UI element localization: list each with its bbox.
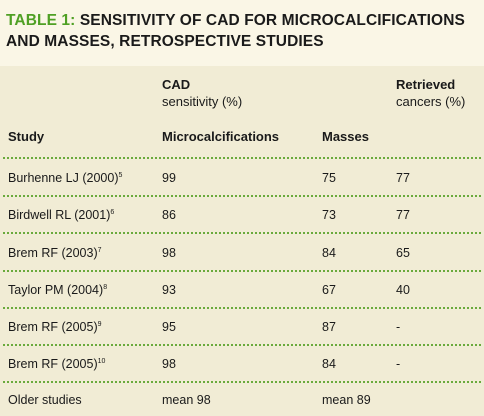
row-divider — [3, 344, 481, 346]
row-divider — [3, 232, 481, 234]
table-row-masses: 84 — [322, 357, 336, 371]
table-row-study: Brem RF (2005)9 — [8, 320, 102, 334]
table-row-masses: 84 — [322, 246, 336, 260]
table-label: TABLE 1: — [6, 12, 76, 29]
column-header-masses: Masses — [322, 129, 369, 144]
title-line-1: SENSITIVITY OF CAD FOR MICROCALCIFICATIO… — [79, 12, 465, 29]
table-body-band — [0, 66, 484, 416]
row-divider — [3, 270, 481, 272]
table-row-masses: 73 — [322, 208, 336, 222]
table-row-micro: 93 — [162, 283, 176, 297]
table-row-micro: 86 — [162, 208, 176, 222]
table-row-study: Brem RF (2003)7 — [8, 246, 102, 260]
table-row-masses: mean 89 — [322, 393, 371, 407]
table-row-masses: 67 — [322, 283, 336, 297]
table-row-study: Birdwell RL (2001)6 — [8, 208, 115, 222]
row-divider — [3, 195, 481, 197]
table-row-masses: 87 — [322, 320, 336, 334]
row-divider — [3, 381, 481, 383]
table-row-micro: 99 — [162, 171, 176, 185]
table-row-study: Brem RF (2005)10 — [8, 357, 106, 371]
retrieved-cancers-header: Retrieved cancers (%) — [396, 77, 466, 109]
table-row-study: Older studies — [8, 393, 82, 407]
cad-sensitivity-header: CAD sensitivity (%) — [162, 77, 243, 109]
table-row-retrieved: 77 — [396, 171, 410, 185]
table-row-retrieved: - — [396, 320, 401, 334]
table-row-retrieved: 40 — [396, 283, 410, 297]
table-row-retrieved: 65 — [396, 246, 410, 260]
column-header-microcalcifications: Microcalcifications — [162, 129, 280, 144]
table-row-micro: 98 — [162, 246, 176, 260]
row-divider — [3, 157, 481, 159]
table-title: TABLE 1: SENSITIVITY OF CAD FOR MICROCAL… — [6, 10, 476, 52]
row-divider — [3, 307, 481, 309]
column-header-study: Study — [8, 129, 45, 144]
table-row-retrieved: - — [396, 357, 401, 371]
table-row-study: Taylor PM (2004)8 — [8, 283, 108, 297]
title-line-2: AND MASSES, RETROSPECTIVE STUDIES — [6, 33, 324, 50]
table-row-micro: 95 — [162, 320, 176, 334]
table-row-masses: 75 — [322, 171, 336, 185]
table-row-study: Burhenne LJ (2000)5 — [8, 171, 123, 185]
table-row-retrieved: 77 — [396, 208, 410, 222]
table-row-micro: 98 — [162, 357, 176, 371]
table-row-micro: mean 98 — [162, 393, 211, 407]
